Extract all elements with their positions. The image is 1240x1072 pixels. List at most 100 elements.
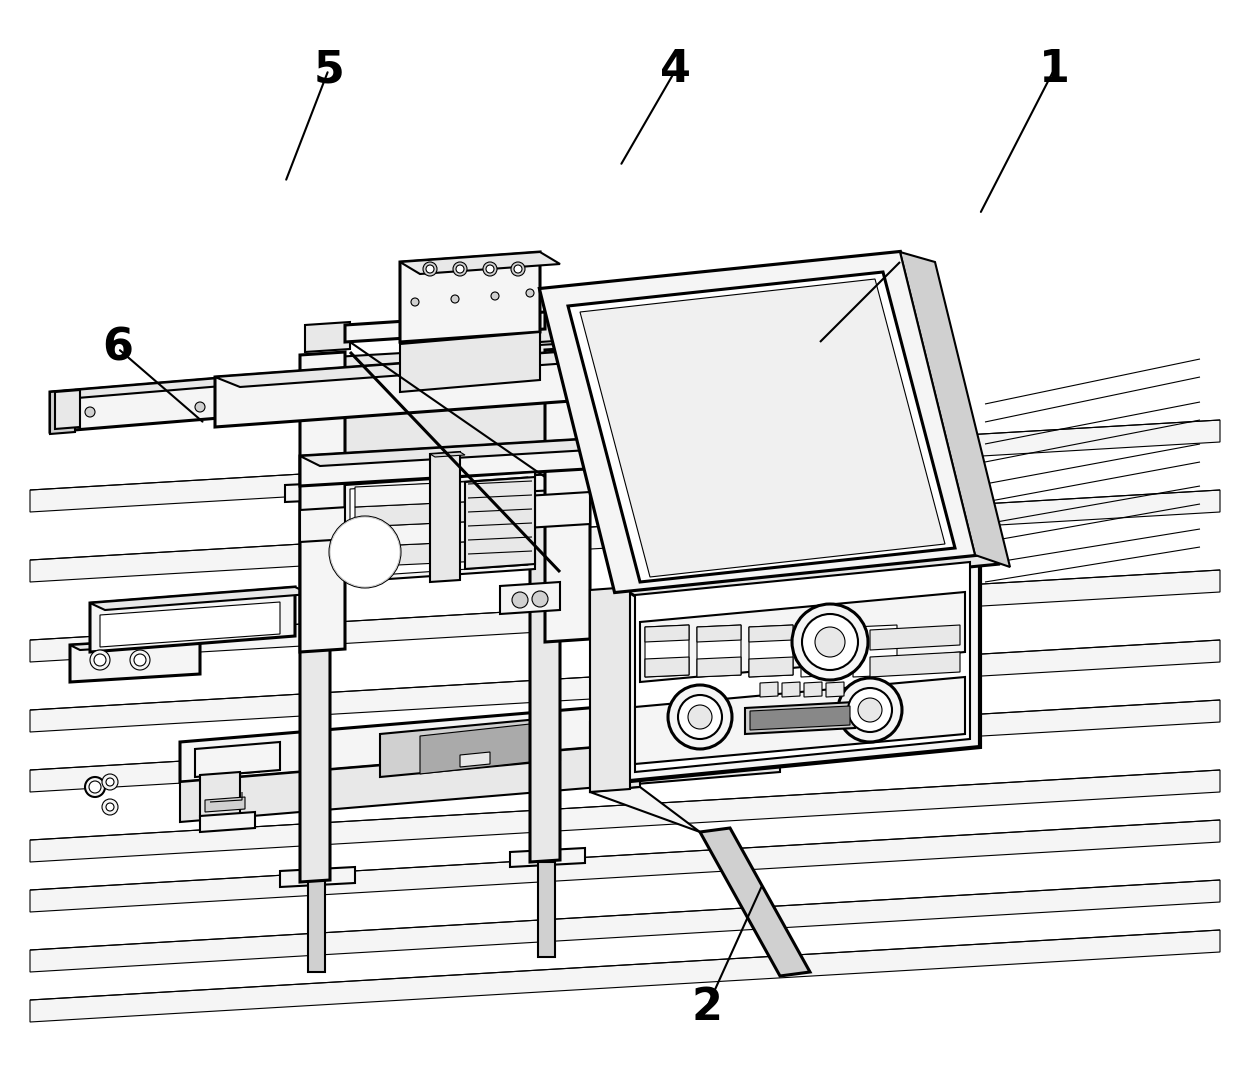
Text: 6: 6: [102, 327, 134, 370]
Polygon shape: [200, 772, 241, 817]
Polygon shape: [305, 322, 350, 352]
Polygon shape: [300, 342, 590, 492]
Polygon shape: [620, 552, 999, 599]
Polygon shape: [640, 592, 965, 682]
Circle shape: [86, 777, 105, 796]
Circle shape: [410, 298, 419, 306]
Circle shape: [532, 591, 548, 607]
Circle shape: [511, 262, 525, 276]
Polygon shape: [697, 625, 742, 678]
Circle shape: [515, 265, 522, 273]
Circle shape: [130, 650, 150, 670]
Circle shape: [89, 781, 100, 793]
Circle shape: [668, 685, 732, 749]
Polygon shape: [870, 625, 960, 650]
Polygon shape: [100, 602, 280, 647]
Polygon shape: [853, 625, 897, 678]
Polygon shape: [870, 652, 960, 678]
Polygon shape: [635, 678, 965, 764]
Polygon shape: [215, 342, 694, 427]
Polygon shape: [590, 723, 640, 792]
Polygon shape: [635, 562, 970, 772]
Circle shape: [688, 705, 712, 729]
Polygon shape: [749, 625, 794, 678]
Polygon shape: [580, 279, 945, 577]
Circle shape: [335, 522, 374, 562]
Polygon shape: [195, 742, 280, 777]
Circle shape: [512, 592, 528, 608]
Polygon shape: [30, 930, 1220, 1022]
Polygon shape: [745, 702, 856, 734]
Polygon shape: [30, 820, 1220, 912]
Polygon shape: [180, 693, 780, 781]
Polygon shape: [355, 519, 525, 547]
Polygon shape: [69, 637, 210, 650]
Polygon shape: [401, 252, 560, 274]
Circle shape: [94, 654, 105, 666]
Polygon shape: [205, 796, 246, 812]
Polygon shape: [355, 539, 525, 567]
Polygon shape: [215, 342, 720, 387]
Polygon shape: [590, 787, 701, 832]
Circle shape: [330, 517, 401, 587]
Polygon shape: [69, 637, 200, 682]
Polygon shape: [645, 625, 689, 642]
Text: 4: 4: [661, 48, 692, 91]
Polygon shape: [91, 587, 295, 652]
Circle shape: [105, 803, 114, 812]
Polygon shape: [30, 570, 1220, 662]
Polygon shape: [401, 252, 539, 342]
Circle shape: [815, 627, 844, 657]
Polygon shape: [300, 437, 620, 486]
Polygon shape: [546, 347, 590, 642]
Polygon shape: [749, 625, 794, 642]
Polygon shape: [300, 437, 640, 466]
Polygon shape: [645, 657, 689, 678]
Circle shape: [858, 698, 882, 723]
Circle shape: [195, 402, 205, 412]
Polygon shape: [30, 880, 1220, 972]
Text: 1: 1: [1039, 48, 1069, 91]
Polygon shape: [355, 498, 525, 527]
Circle shape: [802, 614, 858, 670]
Polygon shape: [308, 877, 325, 972]
Polygon shape: [30, 640, 1220, 732]
Polygon shape: [750, 706, 849, 730]
Polygon shape: [285, 482, 350, 502]
Text: 2: 2: [692, 986, 722, 1029]
Circle shape: [491, 292, 498, 300]
Polygon shape: [538, 862, 556, 957]
Polygon shape: [350, 477, 528, 577]
Polygon shape: [345, 312, 546, 342]
Polygon shape: [539, 252, 975, 592]
Polygon shape: [460, 751, 490, 766]
Polygon shape: [539, 312, 585, 342]
Circle shape: [427, 265, 434, 273]
Polygon shape: [900, 252, 1011, 567]
Polygon shape: [401, 332, 539, 392]
Polygon shape: [50, 373, 280, 432]
Polygon shape: [826, 682, 844, 697]
Polygon shape: [420, 724, 529, 774]
Polygon shape: [600, 693, 640, 772]
Polygon shape: [568, 272, 955, 582]
Polygon shape: [701, 828, 810, 976]
Polygon shape: [500, 582, 560, 614]
Polygon shape: [760, 682, 777, 697]
Polygon shape: [430, 452, 465, 457]
Polygon shape: [465, 477, 534, 569]
Polygon shape: [280, 867, 355, 887]
Polygon shape: [355, 479, 525, 507]
Circle shape: [678, 695, 722, 739]
Polygon shape: [30, 770, 1220, 862]
Circle shape: [86, 407, 95, 417]
Polygon shape: [801, 625, 844, 678]
Polygon shape: [30, 490, 1220, 582]
Circle shape: [102, 799, 118, 815]
Circle shape: [451, 295, 459, 303]
Polygon shape: [539, 252, 975, 592]
Polygon shape: [300, 492, 330, 882]
Polygon shape: [345, 472, 534, 582]
Polygon shape: [529, 482, 560, 862]
Circle shape: [134, 654, 146, 666]
